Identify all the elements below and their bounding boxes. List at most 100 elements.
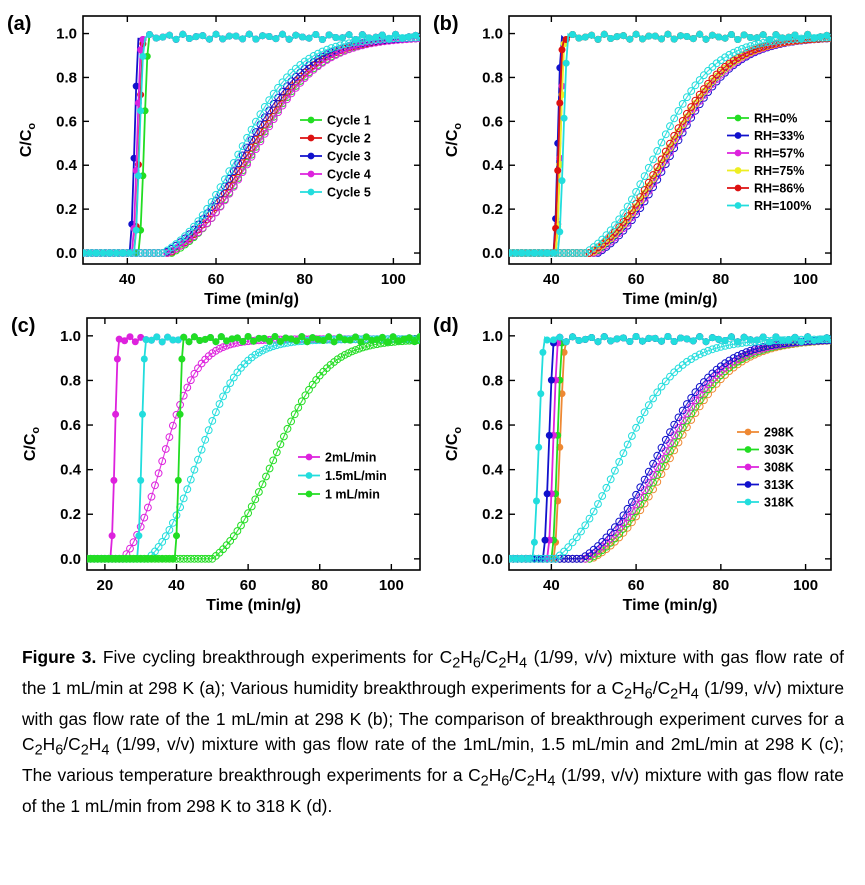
ethylene-point (712, 375, 721, 384)
ethane-point (645, 334, 653, 342)
ethylene-point (190, 465, 199, 474)
ethylene-point (691, 81, 700, 90)
y-tick-label: 0.8 (60, 372, 81, 389)
figure-panels: 40 60 80 100 0.0 0.2 0.4 0.6 0.8 1.0 Time (min/g) C… (7, 13, 832, 614)
ethylene-point (606, 232, 615, 241)
ethylene-point (237, 521, 245, 530)
ethylene-point (221, 196, 229, 205)
ethylene-point (327, 48, 336, 57)
ethylene-point (594, 500, 602, 508)
legend-label: RH=100% (754, 199, 811, 213)
ethane-point (352, 35, 360, 43)
ethane-point (185, 338, 193, 346)
ethylene-point (287, 89, 296, 98)
ethylene-point (262, 472, 270, 481)
ethylene-point (649, 171, 657, 179)
ethylene-point (212, 408, 220, 417)
ethylene-point (700, 390, 708, 399)
ethylene-point (606, 534, 615, 543)
ethylene-point (615, 458, 624, 466)
ethylene-point (186, 376, 195, 385)
ethylene-point (687, 87, 696, 95)
legend-label: Cycle 5 (327, 186, 371, 200)
ethylene-point (222, 385, 231, 394)
ethylene-point (169, 421, 177, 430)
ethane-point (772, 333, 780, 341)
series-2ml-min (87, 332, 420, 563)
ethylene-point (229, 182, 238, 191)
ethylene-point (644, 486, 653, 495)
y-tick-label: 0.6 (56, 113, 77, 130)
ethane-point (378, 333, 386, 341)
ethane-point (537, 249, 545, 257)
ethane-point (746, 336, 754, 344)
legend-marker (744, 428, 752, 436)
ethane-point (332, 33, 340, 41)
ethylene-point (129, 538, 138, 547)
ethylene-point (172, 244, 181, 253)
x-tick-label: 100 (381, 271, 406, 288)
ethane-point (753, 336, 761, 344)
ethylene-point (183, 383, 192, 392)
ethylene-point (695, 396, 704, 405)
x-tick-label: 100 (793, 271, 818, 288)
ethylene-point (274, 99, 283, 108)
legend-label: RH=57% (754, 147, 804, 161)
ethylene-point (572, 554, 581, 563)
ethylene-point (269, 342, 278, 351)
ethane-point (554, 167, 562, 175)
ethylene-point (278, 78, 287, 87)
ethylene-point (594, 542, 602, 550)
panel-label: (a) (7, 13, 31, 35)
x-axis-label: Time (min/g) (623, 291, 718, 308)
ethylene-point (632, 199, 640, 208)
ethylene-point (208, 417, 217, 425)
ethylene-point (738, 350, 746, 358)
ethylene-point (640, 186, 649, 194)
ethylene-point (708, 380, 717, 389)
ethane-point (727, 333, 735, 341)
ethane-point (199, 32, 207, 40)
ethane-point (518, 555, 526, 563)
ethane-point (113, 355, 121, 363)
ethylene-point (572, 533, 581, 542)
ethylene-point (243, 151, 252, 160)
ethylene-point (687, 355, 696, 364)
ethylene-point (746, 346, 755, 355)
ethane-point (137, 476, 145, 484)
x-tick-label: 40 (543, 271, 560, 288)
ethylene-point (611, 534, 619, 543)
ethylene-point (725, 356, 734, 365)
ethylene-point (204, 426, 213, 435)
ethylene-point (219, 343, 228, 352)
ethylene-point (318, 47, 327, 56)
ethylene-point (670, 368, 679, 377)
ethylene-point (729, 48, 738, 57)
ethane-point (804, 30, 812, 38)
legend-marker (744, 481, 752, 488)
ethane-point (266, 337, 274, 345)
ethylene-point (287, 417, 296, 426)
ethylene-point (598, 235, 607, 244)
ethane-point (683, 335, 691, 343)
ethane-point (575, 34, 583, 42)
ethylene-point (176, 236, 185, 245)
ethane-point (785, 336, 793, 344)
ethylene-point (225, 189, 234, 198)
ethane-point (176, 410, 184, 418)
ethylene-point (619, 449, 628, 458)
ethane-point (108, 532, 116, 540)
ethylene-point (555, 551, 564, 560)
x-tick-label: 60 (208, 271, 225, 288)
ethylene-point (564, 543, 573, 552)
ethylene-point (198, 224, 207, 232)
ethylene-point (212, 190, 220, 199)
ethylene-point (216, 183, 225, 192)
ethylene-point (568, 538, 577, 547)
ethylene-point (340, 351, 349, 359)
ethane-point (225, 32, 233, 40)
ethylene-point (649, 478, 657, 487)
ethylene-point (691, 396, 700, 405)
ethylene-point (598, 542, 607, 551)
ethane-point (372, 33, 380, 41)
